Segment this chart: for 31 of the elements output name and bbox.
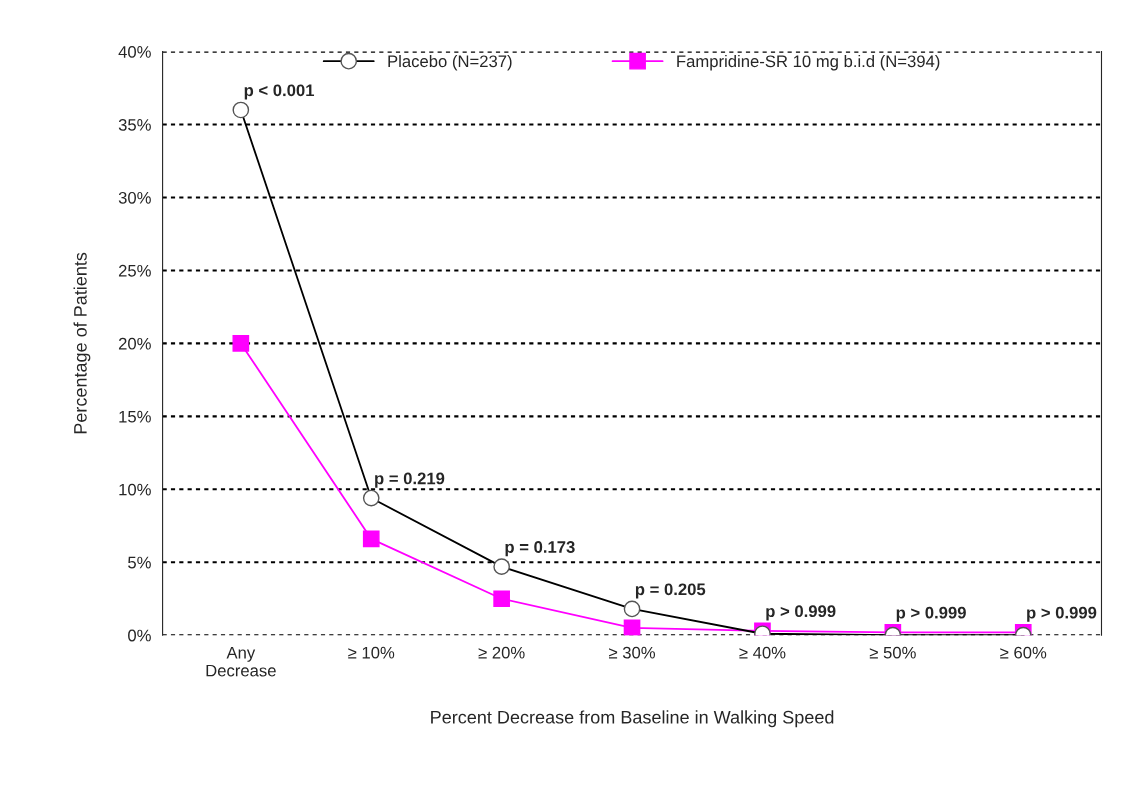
annotation: p = 0.205	[635, 583, 706, 599]
y-tick-label: 35%	[118, 118, 151, 131]
y-tick-label: 5%	[128, 556, 151, 569]
point	[623, 619, 641, 636]
annotation: p > 0.999	[896, 606, 966, 622]
annotation: p = 0.219	[375, 472, 445, 488]
x-axis-title: Percent Decrease from Baseline in Walking Speed	[431, 710, 834, 728]
y-tick-label: 15%	[119, 410, 151, 423]
x-tick-label: Any Decrease	[206, 646, 276, 677]
x-tick-label: ≥ 10%	[348, 646, 395, 659]
x-tick-label: ≥ 20%	[478, 646, 525, 659]
y-tick-label: 0%	[128, 629, 151, 642]
y-tick-label: 20%	[118, 337, 151, 350]
y-tick-label: 40%	[118, 46, 151, 58]
point	[362, 530, 380, 548]
legend-label: Fampridine-SR 10 mg b.i.d (N=394)	[677, 54, 940, 71]
annotation: p = 0.173	[505, 541, 575, 557]
y-tick-label: 10%	[119, 483, 151, 496]
y-tick-label: 30%	[118, 191, 151, 204]
x-tick-label: ≥ 30%	[609, 646, 656, 659]
point	[232, 335, 250, 352]
y-axis-title: Percentage of Patients	[73, 252, 91, 434]
annotation: p < 0.001	[244, 84, 315, 100]
y-tick-label: 25%	[118, 264, 151, 277]
x-tick-label: ≥ 40%	[739, 646, 786, 659]
point	[493, 590, 510, 608]
x-tick-label: ≥ 50%	[869, 646, 916, 659]
x-tick-label: ≥ 60%	[1000, 646, 1047, 659]
legend-label: Placebo (N=237)	[388, 54, 512, 71]
annotation: p > 0.999	[1027, 606, 1097, 622]
annotation: p > 0.999	[766, 605, 836, 621]
